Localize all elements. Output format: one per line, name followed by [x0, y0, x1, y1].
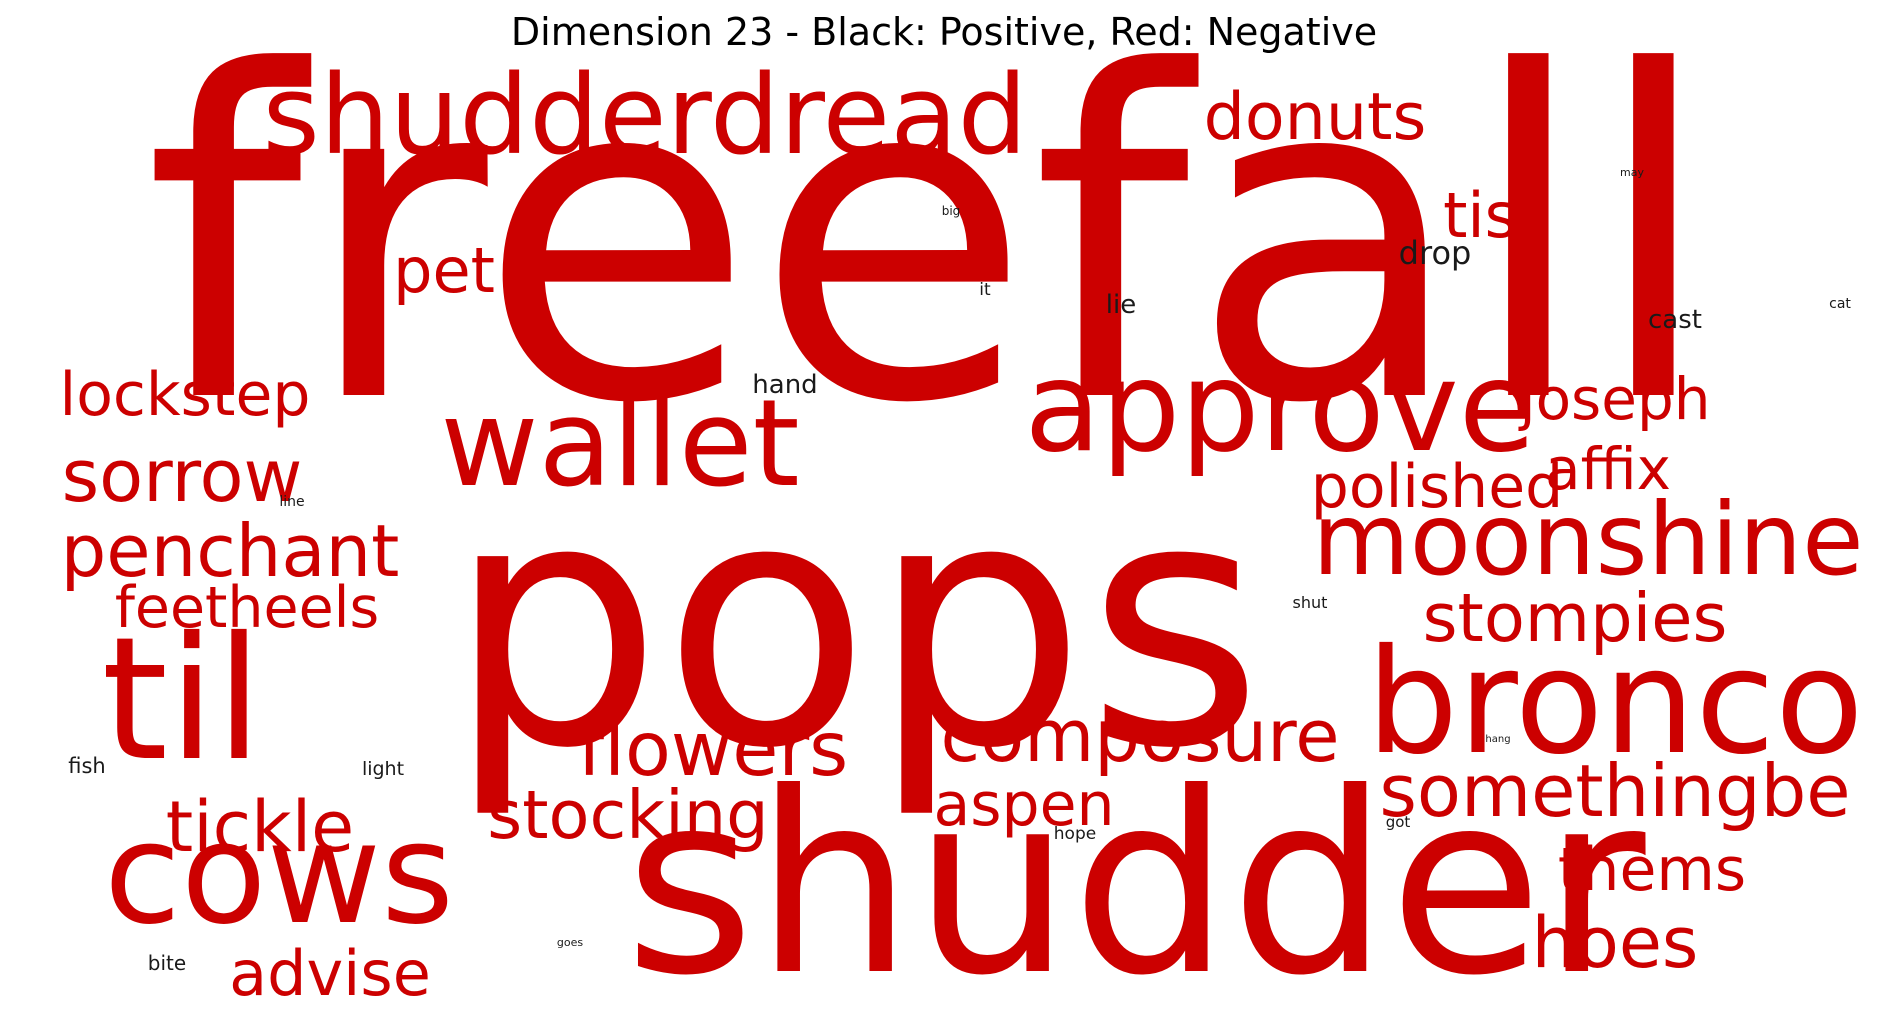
word-flowers: flowers [577, 705, 849, 793]
word-aspen: aspen [933, 770, 1115, 840]
word-cast: cast [1648, 305, 1702, 335]
word-sorrow: sorrow [61, 434, 303, 518]
word-tickle: tickle [165, 786, 355, 868]
word-penchant: penchant [60, 509, 400, 593]
word-thems: thems [1557, 835, 1747, 905]
word-hope: hope [1053, 824, 1097, 844]
word-composure: composure [940, 694, 1340, 778]
word-stompies: stompies [1422, 579, 1728, 657]
word-advise: advise [229, 937, 431, 1010]
word-donuts: donuts [1203, 80, 1427, 155]
word-bronco: bronco [1366, 618, 1864, 787]
word-bite: bite [147, 951, 187, 975]
word-got: got [1385, 813, 1411, 831]
word-may: may [1620, 166, 1644, 179]
word-affix: affix [1545, 435, 1671, 503]
word-freefall: freefall [144, 0, 1716, 502]
word-somethingbe: somethingbe [1379, 749, 1851, 833]
word-approve: approve [1024, 335, 1536, 480]
word-shudderdread: shudderdread [262, 51, 1028, 179]
word-cat: cat [1829, 296, 1851, 312]
word-hoes: hoes [1531, 902, 1699, 984]
word-pops: pops [446, 427, 1264, 823]
word-drop: drop [1398, 234, 1472, 272]
word-big: big [941, 204, 961, 218]
word-polished: polished [1310, 452, 1564, 522]
chart-title: Dimension 23 - Black: Positive, Red: Neg… [510, 10, 1378, 54]
word-joseph: joseph [1519, 365, 1711, 433]
word-hang: hang [1485, 734, 1511, 745]
word-stocking: stocking [487, 776, 769, 854]
word-fish: fish [68, 754, 106, 778]
word-hand: hand [752, 370, 818, 400]
word-it: it [979, 280, 991, 300]
word-goes: goes [556, 936, 584, 949]
word-til: til [101, 601, 263, 799]
word-shut: shut [1292, 593, 1328, 612]
word-feetheels: feetheels [114, 575, 380, 641]
word-light: light [361, 758, 405, 780]
word-moonshine: moonshine [1312, 481, 1864, 598]
word-pet: pet [393, 234, 495, 307]
word-lie: lie [1105, 290, 1137, 320]
word-cows: cows [103, 793, 455, 956]
word-line: line [279, 494, 305, 510]
word-wallet: wallet [440, 375, 800, 514]
word-shudder: shudder [624, 739, 1646, 1030]
word-lockstep: lockstep [59, 360, 311, 430]
word-tis: tis [1443, 179, 1517, 252]
